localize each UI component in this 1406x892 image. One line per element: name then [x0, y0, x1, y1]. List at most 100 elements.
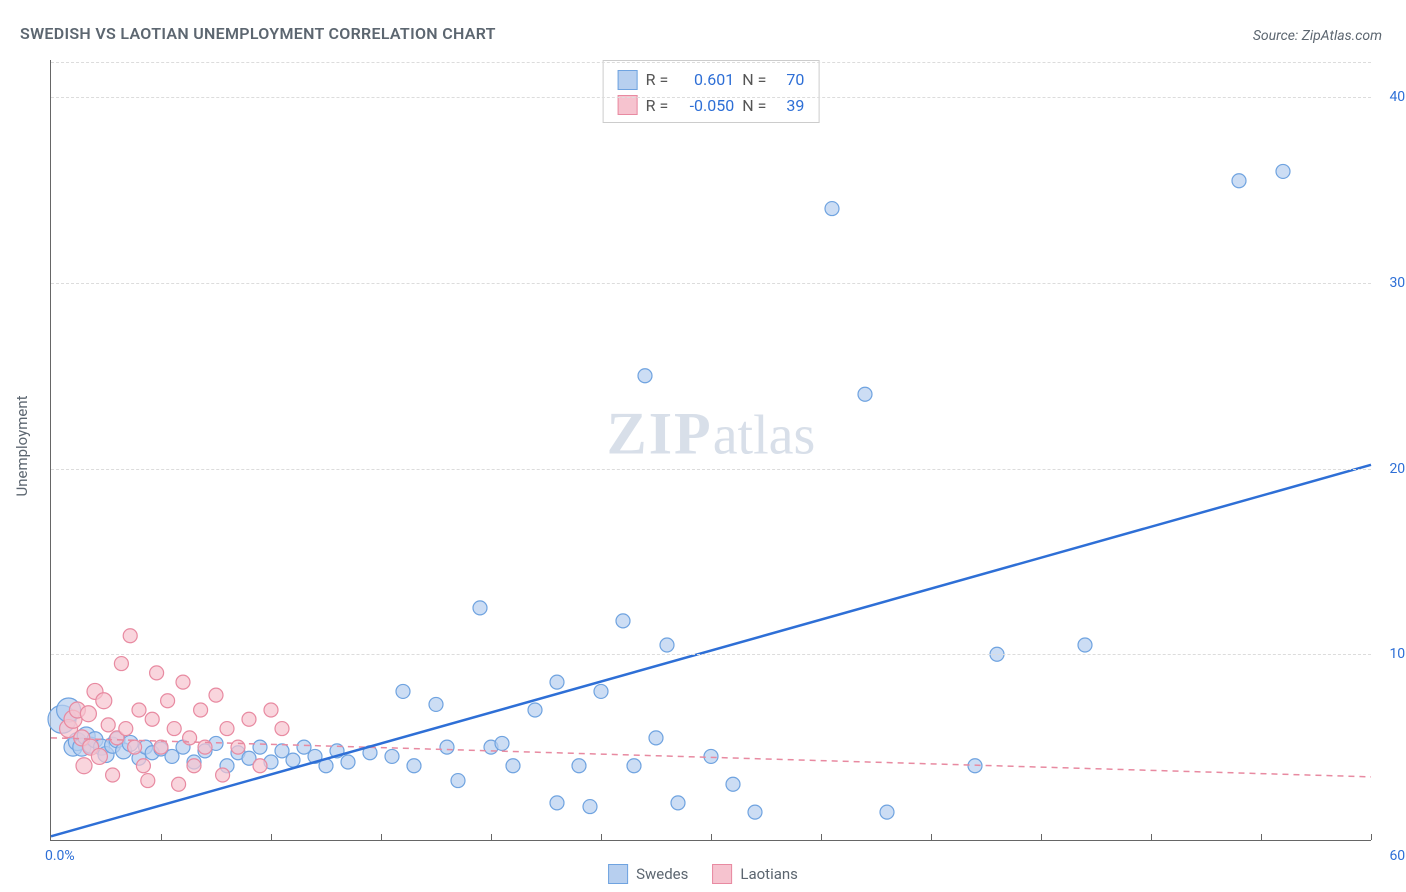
- xtick: [1261, 834, 1262, 840]
- legend-item-swedes: Swedes: [608, 864, 688, 884]
- xtick: [711, 834, 712, 840]
- scatter-point-swedes: [451, 774, 465, 788]
- source-attribution: Source: ZipAtlas.com: [1253, 28, 1382, 44]
- gridline: [51, 62, 1371, 63]
- scatter-point-swedes: [627, 759, 641, 773]
- scatter-point-laotians: [96, 693, 112, 709]
- legend-item-laotians: Laotians: [712, 864, 798, 884]
- scatter-point-laotians: [123, 629, 137, 643]
- scatter-point-laotians: [91, 748, 107, 764]
- scatter-point-swedes: [473, 601, 487, 615]
- xtick: [491, 834, 492, 840]
- scatter-point-swedes: [253, 740, 267, 754]
- scatter-point-laotians: [209, 688, 223, 702]
- chart-svg: [51, 60, 1371, 840]
- xtick: [161, 834, 162, 840]
- scatter-point-swedes: [550, 796, 564, 810]
- scatter-point-laotians: [101, 718, 115, 732]
- stats-row-swedes: R = 0.601 N = 70: [618, 67, 805, 93]
- scatter-point-swedes: [638, 369, 652, 383]
- xtick: [821, 834, 822, 840]
- scatter-point-laotians: [150, 666, 164, 680]
- scatter-point-swedes: [583, 800, 597, 814]
- ytick-label: 40.0%: [1389, 89, 1406, 105]
- scatter-point-laotians: [80, 706, 96, 722]
- scatter-point-laotians: [220, 722, 234, 736]
- trend-line-swedes: [51, 465, 1371, 836]
- scatter-point-swedes: [726, 777, 740, 791]
- r-label: R =: [646, 67, 669, 93]
- scatter-point-laotians: [128, 740, 142, 754]
- stats-legend: R = 0.601 N = 70 R = -0.050 N = 39: [603, 60, 820, 123]
- scatter-point-laotians: [106, 768, 120, 782]
- scatter-point-swedes: [880, 805, 894, 819]
- legend-label-laotians: Laotians: [740, 865, 798, 883]
- chart-title: SWEDISH VS LAOTIAN UNEMPLOYMENT CORRELAT…: [20, 24, 496, 43]
- scatter-point-swedes: [1276, 164, 1290, 178]
- scatter-point-swedes: [1078, 638, 1092, 652]
- scatter-point-laotians: [145, 712, 159, 726]
- ytick-label: 20.0%: [1389, 461, 1406, 477]
- xtick: [1371, 834, 1372, 840]
- scatter-point-swedes: [407, 759, 421, 773]
- xtick-label-right: 60.0%: [1389, 848, 1406, 864]
- scatter-point-swedes: [385, 749, 399, 763]
- swatch-swedes-bottom: [608, 864, 628, 884]
- scatter-point-swedes: [616, 614, 630, 628]
- r-value-swedes: 0.601: [676, 67, 734, 93]
- scatter-point-laotians: [114, 657, 128, 671]
- scatter-point-laotians: [253, 759, 267, 773]
- scatter-point-laotians: [141, 774, 155, 788]
- ytick-label: 10.0%: [1389, 646, 1406, 662]
- scatter-point-swedes: [671, 796, 685, 810]
- scatter-point-swedes: [649, 731, 663, 745]
- n-label: N =: [742, 67, 766, 93]
- gridline: [51, 469, 1371, 470]
- scatter-point-swedes: [506, 759, 520, 773]
- scatter-point-swedes: [440, 740, 454, 754]
- gridline: [51, 97, 1371, 98]
- gridline: [51, 283, 1371, 284]
- scatter-point-laotians: [154, 740, 168, 754]
- scatter-point-laotians: [76, 758, 92, 774]
- scatter-point-laotians: [264, 703, 278, 717]
- scatter-point-swedes: [1232, 174, 1246, 188]
- xtick: [381, 834, 382, 840]
- scatter-point-laotians: [216, 768, 230, 782]
- scatter-point-swedes: [660, 638, 674, 652]
- xtick: [271, 834, 272, 840]
- scatter-point-laotians: [231, 740, 245, 754]
- plot-area: ZIPatlas R = 0.601 N = 70 R = -0.050 N =…: [50, 60, 1371, 841]
- scatter-point-swedes: [528, 703, 542, 717]
- scatter-point-swedes: [858, 387, 872, 401]
- ytick-label: 30.0%: [1389, 275, 1406, 291]
- swatch-swedes: [618, 70, 638, 90]
- xtick: [1151, 834, 1152, 840]
- scatter-point-laotians: [119, 722, 133, 736]
- scatter-point-laotians: [242, 712, 256, 726]
- scatter-point-swedes: [704, 749, 718, 763]
- scatter-point-laotians: [161, 694, 175, 708]
- scatter-point-swedes: [429, 697, 443, 711]
- xtick-label-left: 0.0%: [45, 848, 75, 864]
- scatter-point-laotians: [176, 675, 190, 689]
- scatter-point-swedes: [825, 202, 839, 216]
- scatter-point-swedes: [495, 736, 509, 750]
- scatter-point-swedes: [572, 759, 586, 773]
- scatter-point-swedes: [341, 755, 355, 769]
- n-value-swedes: 70: [774, 67, 804, 93]
- scatter-point-laotians: [187, 759, 201, 773]
- xtick: [1041, 834, 1042, 840]
- scatter-point-laotians: [275, 722, 289, 736]
- scatter-point-laotians: [167, 722, 181, 736]
- xtick: [601, 834, 602, 840]
- y-axis-label: Unemployment: [13, 395, 31, 496]
- scatter-point-swedes: [748, 805, 762, 819]
- scatter-point-laotians: [194, 703, 208, 717]
- scatter-point-laotians: [132, 703, 146, 717]
- legend-label-swedes: Swedes: [636, 865, 688, 883]
- scatter-point-laotians: [136, 759, 150, 773]
- scatter-point-laotians: [172, 777, 186, 791]
- bottom-legend: Swedes Laotians: [608, 864, 798, 884]
- swatch-laotians: [618, 95, 638, 115]
